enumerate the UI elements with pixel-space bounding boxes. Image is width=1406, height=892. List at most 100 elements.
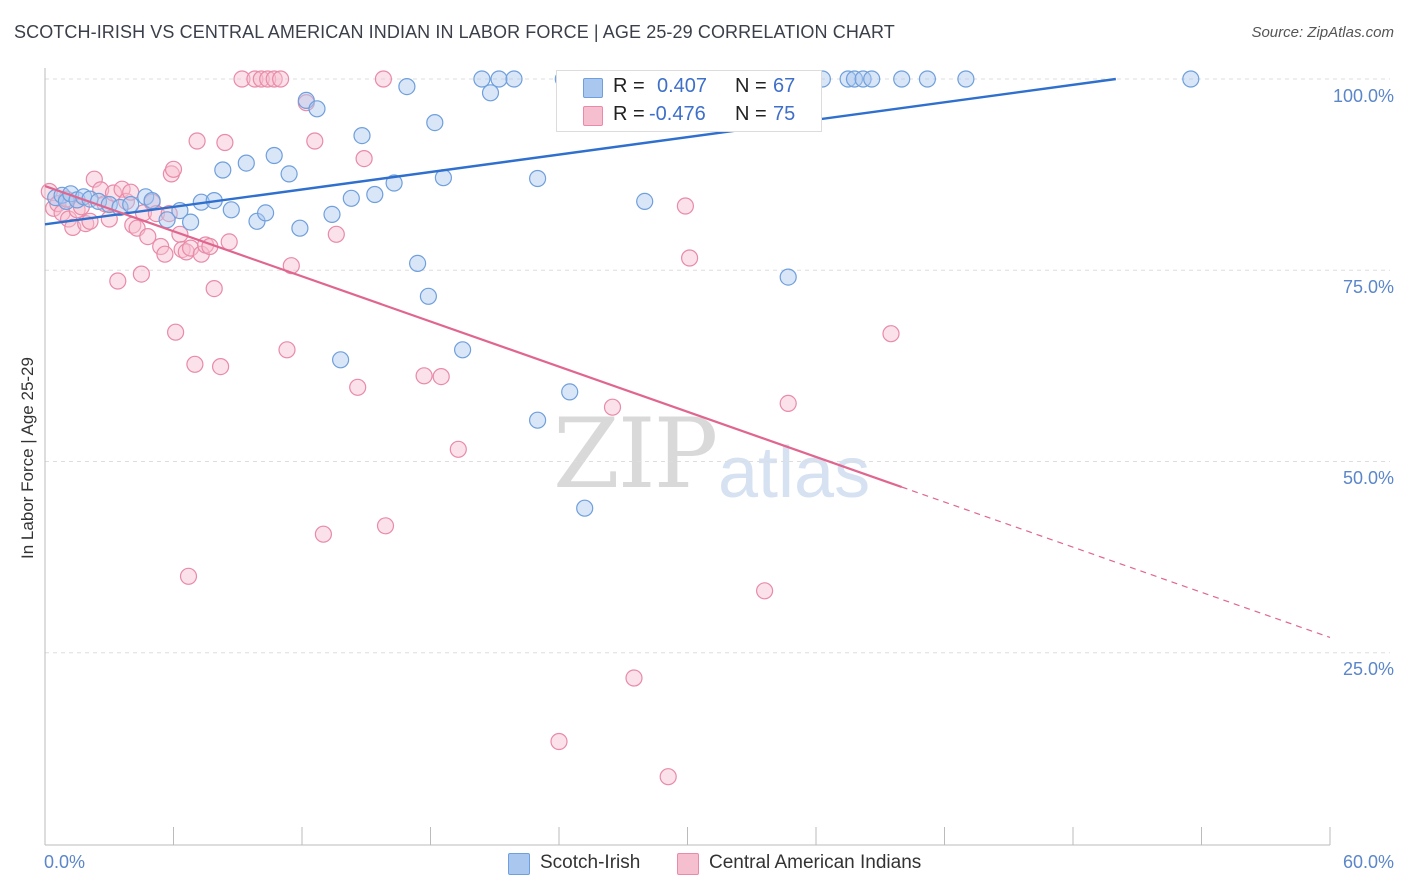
- data-point: [779, 268, 797, 286]
- data-point: [62, 185, 80, 203]
- data-point: [449, 440, 467, 458]
- trend-line-central-american-indians-extension: [901, 486, 1331, 639]
- data-point: [182, 213, 200, 231]
- data-point: [257, 204, 275, 222]
- data-point: [212, 358, 230, 376]
- chart-title: SCOTCH-IRISH VS CENTRAL AMERICAN INDIAN …: [14, 22, 895, 42]
- data-point: [576, 499, 594, 517]
- data-point: [398, 77, 416, 96]
- data-point: [839, 70, 857, 88]
- legend-r-value: 0.407: [657, 75, 708, 97]
- data-point: [205, 280, 223, 298]
- data-point: [81, 212, 99, 230]
- x-tick-max: 60.0%: [1342, 852, 1394, 872]
- data-point: [353, 127, 371, 145]
- data-point: [109, 272, 127, 290]
- bottom-legend-swatch-pink: [677, 853, 699, 875]
- data-point: [415, 367, 433, 385]
- legend-r-label: R =: [613, 75, 645, 97]
- data-point: [156, 245, 174, 263]
- data-point: [625, 669, 643, 687]
- data-point: [158, 211, 176, 229]
- data-point: [85, 170, 103, 188]
- data-point: [528, 169, 547, 188]
- data-point: [603, 398, 622, 416]
- chart-source: Source: ZipAtlas.com: [1251, 24, 1394, 41]
- data-point: [252, 70, 270, 88]
- data-point: [306, 132, 324, 150]
- legend-r-value: -0.476: [649, 103, 706, 125]
- data-point: [323, 205, 341, 223]
- data-point: [779, 394, 797, 412]
- data-point: [327, 225, 345, 243]
- data-point: [233, 70, 251, 88]
- data-point: [278, 341, 296, 359]
- data-point: [376, 517, 395, 535]
- data-point: [355, 150, 373, 168]
- data-point: [490, 70, 508, 88]
- data-point: [314, 525, 332, 543]
- data-point: [854, 70, 872, 88]
- bottom-legend-label: Scotch-Irish: [540, 852, 641, 873]
- data-point: [561, 383, 579, 401]
- data-point: [882, 325, 900, 343]
- data-point: [272, 70, 290, 88]
- data-point: [167, 323, 185, 341]
- data-point: [893, 70, 911, 88]
- data-point: [216, 133, 234, 152]
- data-point: [481, 84, 500, 102]
- legend-n-value: 75: [773, 103, 796, 125]
- data-point: [505, 70, 523, 88]
- data-point: [100, 195, 118, 214]
- data-point: [122, 195, 140, 214]
- y-tick-25: 25.0%: [1342, 659, 1394, 679]
- data-point: [1182, 70, 1200, 88]
- data-point: [957, 70, 975, 88]
- trend-line-central-american-indians: [44, 185, 903, 489]
- correlation-legend: R = 0.407 N = 67 R = -0.476 N = 75: [556, 70, 822, 132]
- data-point: [186, 355, 204, 373]
- watermark-atlas: atlas: [718, 433, 871, 513]
- data-point: [139, 228, 157, 246]
- data-point: [918, 70, 937, 88]
- data-point: [143, 192, 161, 210]
- data-point: [550, 732, 568, 751]
- legend-n-label: N =: [735, 103, 767, 125]
- data-point: [280, 165, 298, 183]
- x-tick-min: 0.0%: [44, 852, 86, 872]
- data-point: [676, 197, 695, 215]
- data-point: [454, 341, 472, 359]
- data-point: [659, 768, 677, 786]
- data-point: [291, 219, 309, 237]
- data-point: [755, 582, 774, 600]
- data-point: [265, 70, 283, 88]
- series-central-american-indians: [40, 70, 900, 786]
- data-point: [179, 567, 198, 585]
- legend-n-value: 67: [773, 75, 796, 97]
- legend-r-label: R =: [613, 103, 645, 125]
- data-point: [188, 132, 206, 150]
- legend-swatch-pink: [583, 106, 603, 126]
- data-point: [237, 154, 255, 172]
- watermark-zip: ZIP: [553, 398, 718, 510]
- data-point: [342, 189, 360, 207]
- data-point: [220, 233, 238, 251]
- data-point: [308, 100, 326, 118]
- y-tick-50: 50.0%: [1342, 468, 1394, 488]
- data-point: [332, 351, 350, 369]
- data-point: [432, 368, 450, 386]
- data-point: [132, 265, 150, 283]
- axes: [44, 68, 1331, 846]
- legend-swatch-blue: [583, 78, 603, 98]
- data-point: [419, 287, 437, 305]
- data-point: [528, 411, 547, 429]
- data-point: [265, 146, 283, 165]
- y-tick-100: 100.0%: [1332, 86, 1394, 106]
- data-point: [409, 254, 427, 272]
- data-point: [374, 70, 392, 88]
- data-point: [259, 70, 277, 88]
- data-point: [385, 174, 403, 192]
- data-point: [636, 192, 654, 210]
- data-point: [214, 161, 232, 179]
- trend-line-scotch-irish: [44, 77, 1116, 226]
